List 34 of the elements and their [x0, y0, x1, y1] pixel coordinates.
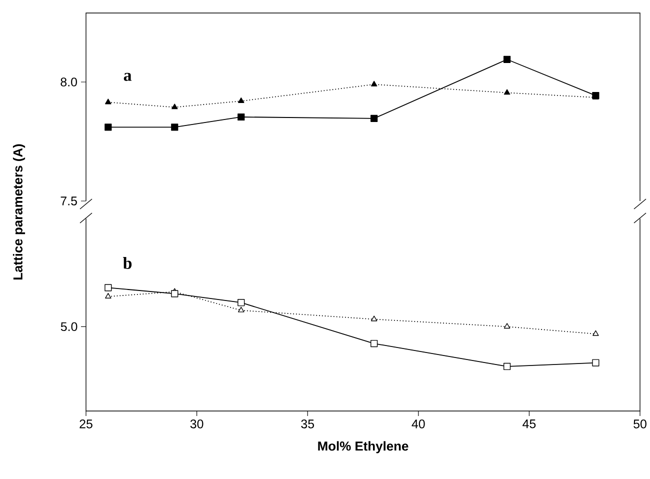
y-tick-label: 7.5 — [60, 196, 77, 206]
x-tick-label: 25 — [80, 420, 92, 428]
point — [238, 306, 244, 312]
point — [105, 293, 112, 298]
point — [370, 340, 378, 348]
point — [171, 290, 178, 298]
x-tick-label: 45 — [522, 420, 536, 428]
y-tick-label: 8.0 — [60, 78, 77, 86]
point — [238, 98, 244, 103]
text: 5.0 — [60, 322, 78, 332]
point — [504, 89, 510, 95]
point — [592, 330, 599, 336]
point — [104, 284, 112, 292]
point — [105, 98, 112, 104]
x-tick-label: 50 — [634, 420, 646, 428]
x-tick-label: 35 — [301, 420, 314, 428]
point — [503, 362, 511, 370]
x-axis-title: Mol% Ethylene — [318, 441, 408, 454]
point — [104, 124, 112, 131]
text: b — [123, 257, 132, 269]
point — [172, 104, 178, 110]
point — [592, 359, 600, 366]
point — [171, 124, 178, 131]
point — [370, 80, 378, 86]
x-tick-label: 30 — [190, 420, 204, 428]
y-axis-title: Lattice parameters (A) — [12, 144, 26, 280]
point — [238, 113, 245, 121]
point — [370, 316, 378, 322]
point — [370, 114, 378, 122]
point — [238, 299, 245, 306]
point — [504, 323, 510, 329]
point — [503, 56, 511, 63]
annotation: a — [124, 72, 132, 81]
x-tick-label: 40 — [412, 420, 425, 428]
